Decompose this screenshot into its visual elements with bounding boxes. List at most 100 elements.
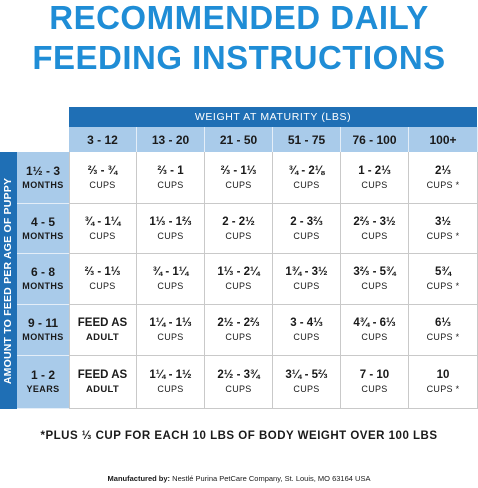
amount-unit: CUPS	[157, 281, 184, 291]
feeding-amount-cell: 2⅓ CUPS *	[409, 152, 478, 204]
feeding-amount-cell: 2 - 2½ CUPS	[205, 204, 273, 254]
amount-unit: CUPS	[225, 332, 252, 342]
feeding-amount-cell: 2½ - 3¾ CUPS	[205, 356, 273, 409]
feeding-amount-cell: ⅔ - 1⅓ CUPS	[205, 152, 273, 204]
feeding-amount-cell: ¾ - 1¼ CUPS	[137, 254, 205, 305]
amount-value: 2 - 2½	[222, 215, 255, 228]
amount-value: 3¼ - 5⅔	[285, 369, 328, 381]
amount-unit: CUPS	[225, 179, 252, 190]
feeding-amount-cell: 2 - 3⅔ CUPS	[273, 204, 341, 254]
amount-value: ¾ - 1¼	[84, 215, 121, 228]
age-unit: MONTHS	[22, 179, 64, 190]
manufacturer-line: Manufactured by: Nestlé Purina PetCare C…	[0, 474, 478, 483]
weight-column-header: 100+	[409, 127, 478, 152]
amount-unit: CUPS *	[426, 332, 460, 342]
amount-value: 1 - 2⅓	[358, 164, 391, 177]
feeding-amount-cell: 1¾ - 3½ CUPS	[273, 254, 341, 305]
age-row-header: 9 - 11 MONTHS	[17, 305, 69, 356]
feeding-amount-cell: 1¼ - 1⅓ CUPS	[137, 305, 205, 356]
feeding-amount-cell: 7 - 10 CUPS	[341, 356, 409, 409]
amount-unit: CUPS	[89, 179, 116, 190]
feeding-amount-cell: 1¼ - 1½ CUPS	[137, 356, 205, 409]
amount-value: 1¼ - 1½	[149, 369, 192, 381]
age-row-header: 6 - 8 MONTHS	[17, 254, 69, 305]
amount-value: 2⅓	[435, 164, 451, 177]
weight-column-header: 51 - 75	[273, 127, 341, 152]
age-unit: MONTHS	[22, 281, 64, 291]
amount-value: 5¾	[435, 266, 451, 278]
amount-value: ¾ - 2⅛	[288, 164, 325, 177]
amount-unit: ADULT	[86, 332, 119, 343]
amount-unit: CUPS	[293, 281, 320, 291]
feeding-amount-cell: 2⅔ - 3½ CUPS	[341, 204, 409, 254]
feeding-amount-cell: ⅔ - 1⅓ CUPS	[69, 254, 137, 305]
feeding-amount-cell: FEED AS ADULT	[69, 305, 137, 356]
feeding-amount-cell: 4¾ - 6⅓ CUPS	[341, 305, 409, 356]
amount-unit: ADULT	[86, 384, 119, 395]
weight-column-header: 21 - 50	[205, 127, 273, 152]
amount-unit: CUPS *	[426, 384, 460, 394]
amount-value: 4¾ - 6⅓	[353, 317, 396, 329]
age-range: 4 - 5	[30, 214, 55, 229]
age-range: 1 - 2	[30, 368, 55, 382]
feeding-amount-cell: 2½ - 2⅔ CUPS	[205, 305, 273, 356]
amount-value: 3½	[435, 215, 451, 228]
amount-value: ⅔ - ¾	[87, 164, 118, 177]
feeding-amount-cell: 1 - 2⅓ CUPS	[341, 152, 409, 204]
feeding-amount-cell: 5¾ CUPS *	[409, 254, 478, 305]
amount-unit: CUPS	[361, 281, 388, 291]
amount-unit: CUPS	[89, 230, 116, 241]
amount-value: ⅔ - 1⅓	[84, 266, 121, 278]
footnote: *PLUS ⅓ CUP FOR EACH 10 LBS OF BODY WEIG…	[40, 430, 438, 442]
amount-unit: CUPS	[293, 179, 320, 190]
feeding-amount-cell: 6⅓ CUPS *	[409, 305, 478, 356]
page-title-line-1: RECOMMENDED DAILY	[49, 0, 429, 36]
age-range: 1½ - 3	[25, 163, 61, 178]
age-row-header: 1 - 2 YEARS	[17, 356, 69, 409]
amount-value: ⅔ - 1⅓	[220, 164, 257, 177]
amount-unit: CUPS	[361, 179, 388, 190]
weight-column-header: 76 - 100	[341, 127, 409, 152]
amount-value: 2½ - 2⅔	[217, 317, 260, 329]
amount-value: FEED AS	[77, 369, 128, 381]
feeding-amount-cell: ¾ - 2⅛ CUPS	[273, 152, 341, 204]
amount-unit: CUPS *	[426, 281, 460, 291]
amount-value: 2⅔ - 3½	[353, 215, 396, 228]
amount-value: FEED AS	[77, 317, 128, 329]
amount-unit: CUPS	[225, 230, 252, 241]
amount-value: 7 - 10	[359, 369, 390, 381]
feeding-amount-cell: ¾ - 1¼ CUPS	[69, 204, 137, 254]
amount-unit: CUPS	[157, 332, 184, 342]
feeding-amount-cell: FEED AS ADULT	[69, 356, 137, 409]
amount-unit: CUPS	[157, 230, 184, 241]
amount-value: 10	[436, 369, 450, 381]
feeding-amount-cell: ⅔ - ¾ CUPS	[69, 152, 137, 204]
feeding-amount-cell: 1⅓ - 2¼ CUPS	[205, 254, 273, 305]
amount-value: 2 - 3⅔	[290, 215, 323, 228]
amount-value: 1¾ - 3½	[285, 266, 328, 278]
age-row-header: 1½ - 3 MONTHS	[17, 152, 69, 204]
age-header: AMOUNT TO FEED PER AGE OF PUPPY	[0, 152, 17, 409]
weight-column-header: 13 - 20	[137, 127, 205, 152]
age-unit: MONTHS	[22, 230, 64, 241]
feeding-amount-cell: 3½ CUPS *	[409, 204, 478, 254]
age-header-label: AMOUNT TO FEED PER AGE OF PUPPY	[2, 177, 15, 384]
age-unit: YEARS	[26, 384, 60, 394]
amount-value: ⅔ - 1	[157, 164, 184, 177]
amount-unit: CUPS *	[426, 179, 460, 190]
amount-unit: CUPS	[293, 384, 320, 394]
amount-unit: CUPS	[293, 230, 320, 241]
amount-value: ¾ - 1¼	[152, 266, 189, 278]
amount-value: 1¼ - 1⅓	[149, 317, 192, 329]
feeding-amount-cell: 1⅓ - 1⅔ CUPS	[137, 204, 205, 254]
feeding-amount-cell: 3¼ - 5⅔ CUPS	[273, 356, 341, 409]
amount-unit: CUPS	[293, 332, 320, 342]
amount-unit: CUPS	[361, 230, 388, 241]
amount-unit: CUPS	[225, 384, 252, 394]
amount-unit: CUPS	[361, 332, 388, 342]
weight-column-header: 3 - 12	[69, 127, 137, 152]
amount-unit: CUPS	[157, 384, 184, 394]
amount-value: 1⅓ - 1⅔	[149, 215, 192, 228]
age-range: 6 - 8	[30, 265, 55, 279]
amount-unit: CUPS	[89, 281, 116, 291]
